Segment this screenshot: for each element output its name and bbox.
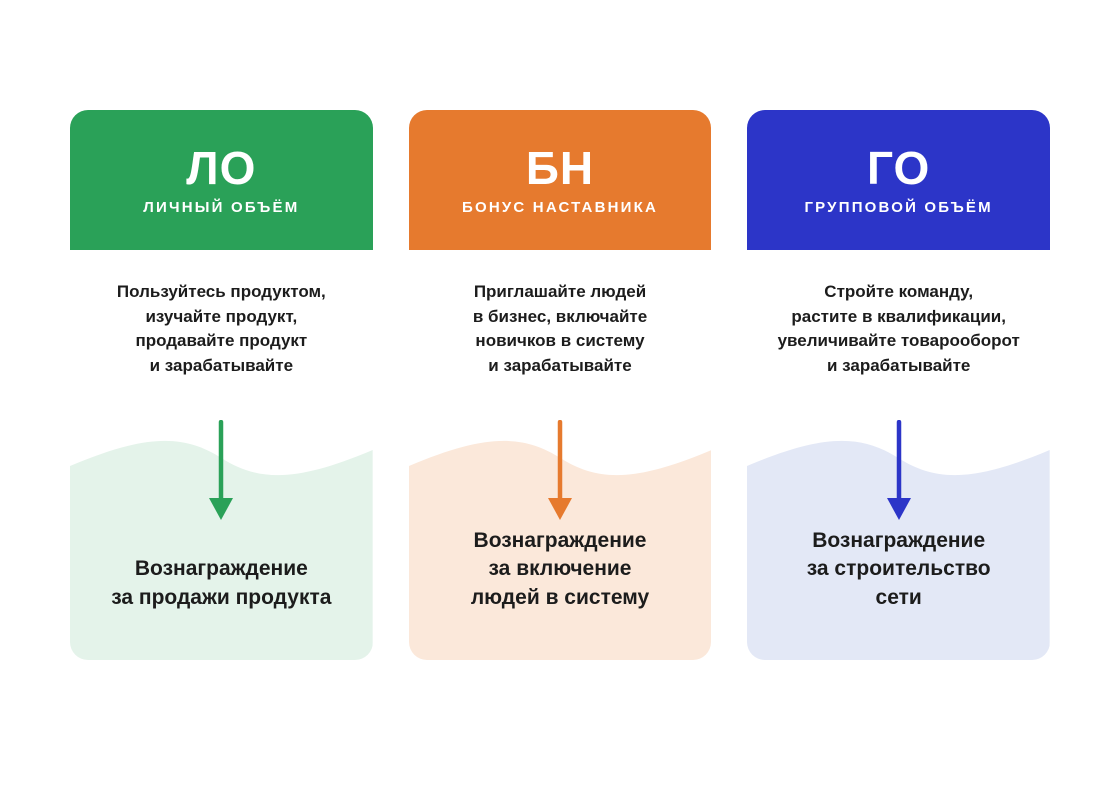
card-description: Стройте команду, растите в квалификации,…	[747, 250, 1050, 379]
card-header: ГО ГРУППОВОЙ ОБЪЁМ	[747, 110, 1050, 250]
infographic-canvas: ЛО ЛИЧНЫЙ ОБЪЁМ Пользуйтесь продуктом, и…	[0, 0, 1120, 792]
card-reward: Вознаграждение за строительство сети	[747, 527, 1050, 612]
card-code: БН	[526, 144, 594, 192]
card-body: Приглашайте людей в бизнес, включайте но…	[409, 250, 712, 660]
arrow-down-icon	[545, 420, 575, 520]
card-header: ЛО ЛИЧНЫЙ ОБЪЁМ	[70, 110, 373, 250]
card-lo: ЛО ЛИЧНЫЙ ОБЪЁМ Пользуйтесь продуктом, и…	[70, 110, 373, 660]
arrow-down-icon	[206, 420, 236, 520]
card-reward: Вознаграждение за включение людей в сист…	[409, 527, 712, 612]
card-body: Стройте команду, растите в квалификации,…	[747, 250, 1050, 660]
card-code: ГО	[867, 144, 930, 192]
card-title: ГРУППОВОЙ ОБЪЁМ	[804, 199, 992, 216]
card-title: БОНУС НАСТАВНИКА	[462, 199, 658, 216]
card-body: Пользуйтесь продуктом, изучайте продукт,…	[70, 250, 373, 660]
card-bn: БН БОНУС НАСТАВНИКА Приглашайте людей в …	[409, 110, 712, 660]
card-header: БН БОНУС НАСТАВНИКА	[409, 110, 712, 250]
arrow-down-icon	[884, 420, 914, 520]
card-reward: Вознаграждение за продажи продукта	[70, 555, 373, 612]
card-description: Пользуйтесь продуктом, изучайте продукт,…	[70, 250, 373, 379]
card-title: ЛИЧНЫЙ ОБЪЁМ	[143, 199, 299, 216]
cards-row: ЛО ЛИЧНЫЙ ОБЪЁМ Пользуйтесь продуктом, и…	[70, 110, 1050, 660]
card-description: Приглашайте людей в бизнес, включайте но…	[409, 250, 712, 379]
card-go: ГО ГРУППОВОЙ ОБЪЁМ Стройте команду, раст…	[747, 110, 1050, 660]
card-code: ЛО	[186, 144, 256, 192]
